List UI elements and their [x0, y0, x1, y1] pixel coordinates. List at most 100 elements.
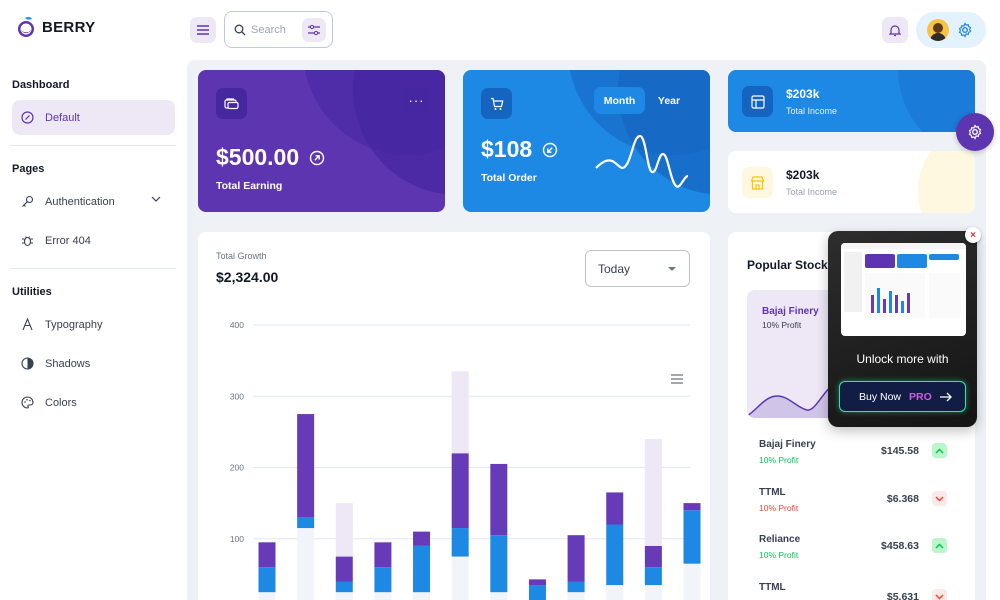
chart-bar-segment[interactable] [258, 542, 276, 568]
chart-bar-segment[interactable] [335, 592, 353, 600]
stock-price: $145.58 [881, 445, 919, 457]
chart-bar-segment[interactable] [335, 503, 353, 557]
chart-bar-segment[interactable] [528, 579, 546, 586]
toggle-month-button[interactable]: Month [594, 87, 645, 114]
search-input[interactable]: Search [224, 11, 333, 48]
stock-name: Bajaj Finery [759, 439, 816, 450]
arrow-right-icon [939, 392, 952, 401]
order-label: Total Order [481, 172, 537, 184]
income-icon-box [742, 167, 773, 198]
chart-bar-segment[interactable] [644, 585, 662, 600]
palette-icon [21, 396, 34, 409]
sidebar-item-label: Typography [45, 318, 103, 331]
chart-bar-segment[interactable] [490, 463, 508, 536]
y-tick-label: 300 [230, 391, 244, 401]
brand-name: BERRY [42, 18, 96, 36]
store-icon [750, 175, 765, 190]
chart-bar-segment[interactable] [335, 556, 353, 582]
chart-bar-segment[interactable] [683, 503, 701, 511]
sidebar-item-typography[interactable]: Typography [12, 307, 175, 342]
sidebar-item-colors[interactable]: Colors [12, 385, 175, 420]
chart-bar-segment[interactable] [490, 535, 508, 593]
chart-bar-segment[interactable] [374, 592, 392, 600]
chart-bar-segment[interactable] [606, 524, 624, 586]
chart-bar-segment[interactable] [567, 592, 585, 600]
chart-bar-segment[interactable] [297, 528, 315, 600]
promo-text: Unlock more with [856, 352, 949, 366]
stock-row[interactable]: TTML 10% Profit $6.368 [759, 487, 949, 527]
income-label: Total Income [786, 187, 838, 197]
bell-icon [889, 24, 901, 36]
stock-profit: 10% Profit [759, 503, 799, 513]
chart-bar-segment[interactable] [644, 545, 662, 568]
income-label: Total Income [786, 106, 838, 116]
stock-price: $6.368 [886, 493, 919, 505]
stock-profit: 10% Profit [759, 550, 799, 560]
divider [10, 145, 176, 146]
chart-bar-segment[interactable] [567, 581, 585, 593]
arrow-down-left-icon [542, 142, 558, 157]
toggle-year-button[interactable]: Year [657, 94, 681, 107]
stock-price: $5.631 [886, 591, 919, 600]
chart-bar-segment[interactable] [683, 563, 701, 600]
sidebar-item-default[interactable]: Default [12, 100, 175, 135]
buy-now-button[interactable]: Buy Now PRO [839, 381, 966, 412]
order-value: $108 [481, 136, 533, 162]
earning-label: Total Earning [216, 180, 283, 192]
more-options-button[interactable]: ··· [404, 88, 429, 113]
gear-icon [958, 22, 972, 38]
chart-bar-segment[interactable] [644, 439, 662, 546]
y-tick-label: 100 [230, 534, 244, 544]
stock-row[interactable]: Bajaj Finery 10% Profit $145.58 [759, 439, 949, 479]
total-order-card: Month Year $108 Total Order [463, 70, 710, 212]
chart-bar-segment[interactable] [451, 528, 469, 557]
profile-chip[interactable] [916, 12, 986, 48]
chart-bar-segment[interactable] [490, 592, 508, 600]
search-filter-button[interactable] [302, 18, 326, 42]
chart-bar-segment[interactable] [451, 371, 469, 454]
chart-bar-segment[interactable] [451, 453, 469, 529]
sidebar-item-shadows[interactable]: Shadows [12, 346, 175, 381]
sidebar-section-utilities: Utilities [12, 286, 52, 298]
chart-bar-segment[interactable] [683, 510, 701, 564]
chart-bar-segment[interactable] [258, 592, 276, 600]
featured-stock-name: Bajaj Finery [762, 306, 819, 317]
chart-bar-segment[interactable] [297, 517, 315, 529]
close-icon[interactable]: × [965, 227, 981, 243]
key-icon [22, 195, 34, 207]
customize-settings-button[interactable] [956, 113, 994, 151]
chart-bar-segment[interactable] [567, 535, 585, 582]
chart-bar-segment[interactable] [374, 542, 392, 568]
arrow-up-right-icon [309, 150, 325, 165]
chart-bar-segment[interactable] [335, 581, 353, 593]
growth-bar-chart: 100 200 300 400 [230, 320, 701, 600]
stock-name: Reliance [759, 534, 801, 545]
chart-bar-segment[interactable] [374, 567, 392, 593]
chart-bar-segment[interactable] [606, 585, 624, 600]
chart-bar-segment[interactable] [528, 585, 546, 600]
stock-row[interactable]: TTML $5.631 [759, 582, 949, 600]
wallet-icon [224, 98, 239, 110]
chart-bar-segment[interactable] [644, 567, 662, 586]
chart-bar-segment[interactable] [258, 567, 276, 593]
promo-preview-image [841, 243, 966, 336]
shadow-icon [21, 357, 34, 370]
chart-menu-icon[interactable] [671, 374, 683, 384]
menu-toggle-button[interactable] [190, 17, 216, 43]
notification-button[interactable] [882, 17, 908, 43]
dashboard-icon [21, 111, 34, 124]
growth-label: Total Growth [216, 251, 267, 261]
chart-bar-segment[interactable] [413, 592, 431, 600]
chart-bar-segment[interactable] [606, 492, 624, 525]
stock-row[interactable]: Reliance 10% Profit $458.63 [759, 534, 949, 574]
chart-bar-segment[interactable] [297, 414, 315, 518]
brand-logo[interactable]: BERRY [16, 16, 95, 38]
chart-bar-segment[interactable] [413, 531, 431, 546]
featured-stock-profit: 10% Profit [762, 320, 802, 330]
sidebar-item-error-404[interactable]: Error 404 [12, 223, 175, 258]
chart-bar-segment[interactable] [451, 556, 469, 600]
chart-bar-segment[interactable] [413, 545, 431, 593]
sidebar-item-authentication[interactable]: Authentication [12, 184, 175, 219]
period-select[interactable]: Today [585, 250, 690, 287]
chevron-up-icon [932, 443, 947, 458]
